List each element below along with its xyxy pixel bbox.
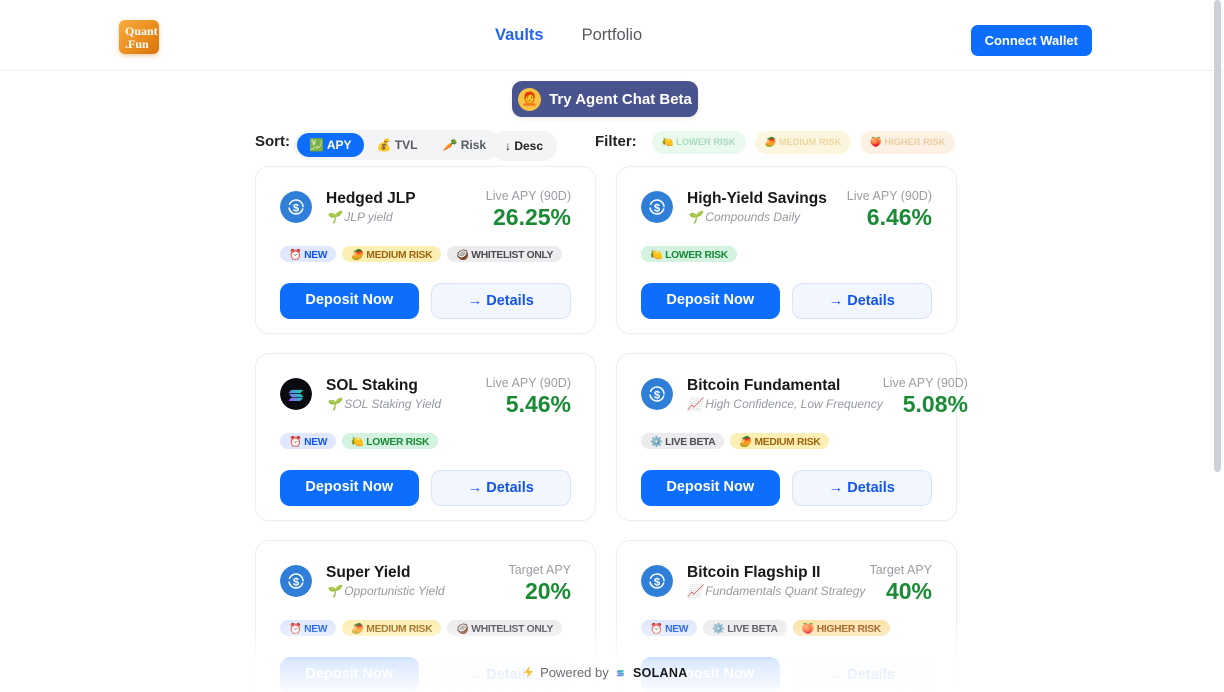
svg-text:$: $ xyxy=(654,389,661,401)
svg-text:$: $ xyxy=(293,202,300,214)
svg-text:$: $ xyxy=(654,202,661,214)
svg-text:$: $ xyxy=(654,576,661,588)
svg-text:$: $ xyxy=(293,576,300,588)
